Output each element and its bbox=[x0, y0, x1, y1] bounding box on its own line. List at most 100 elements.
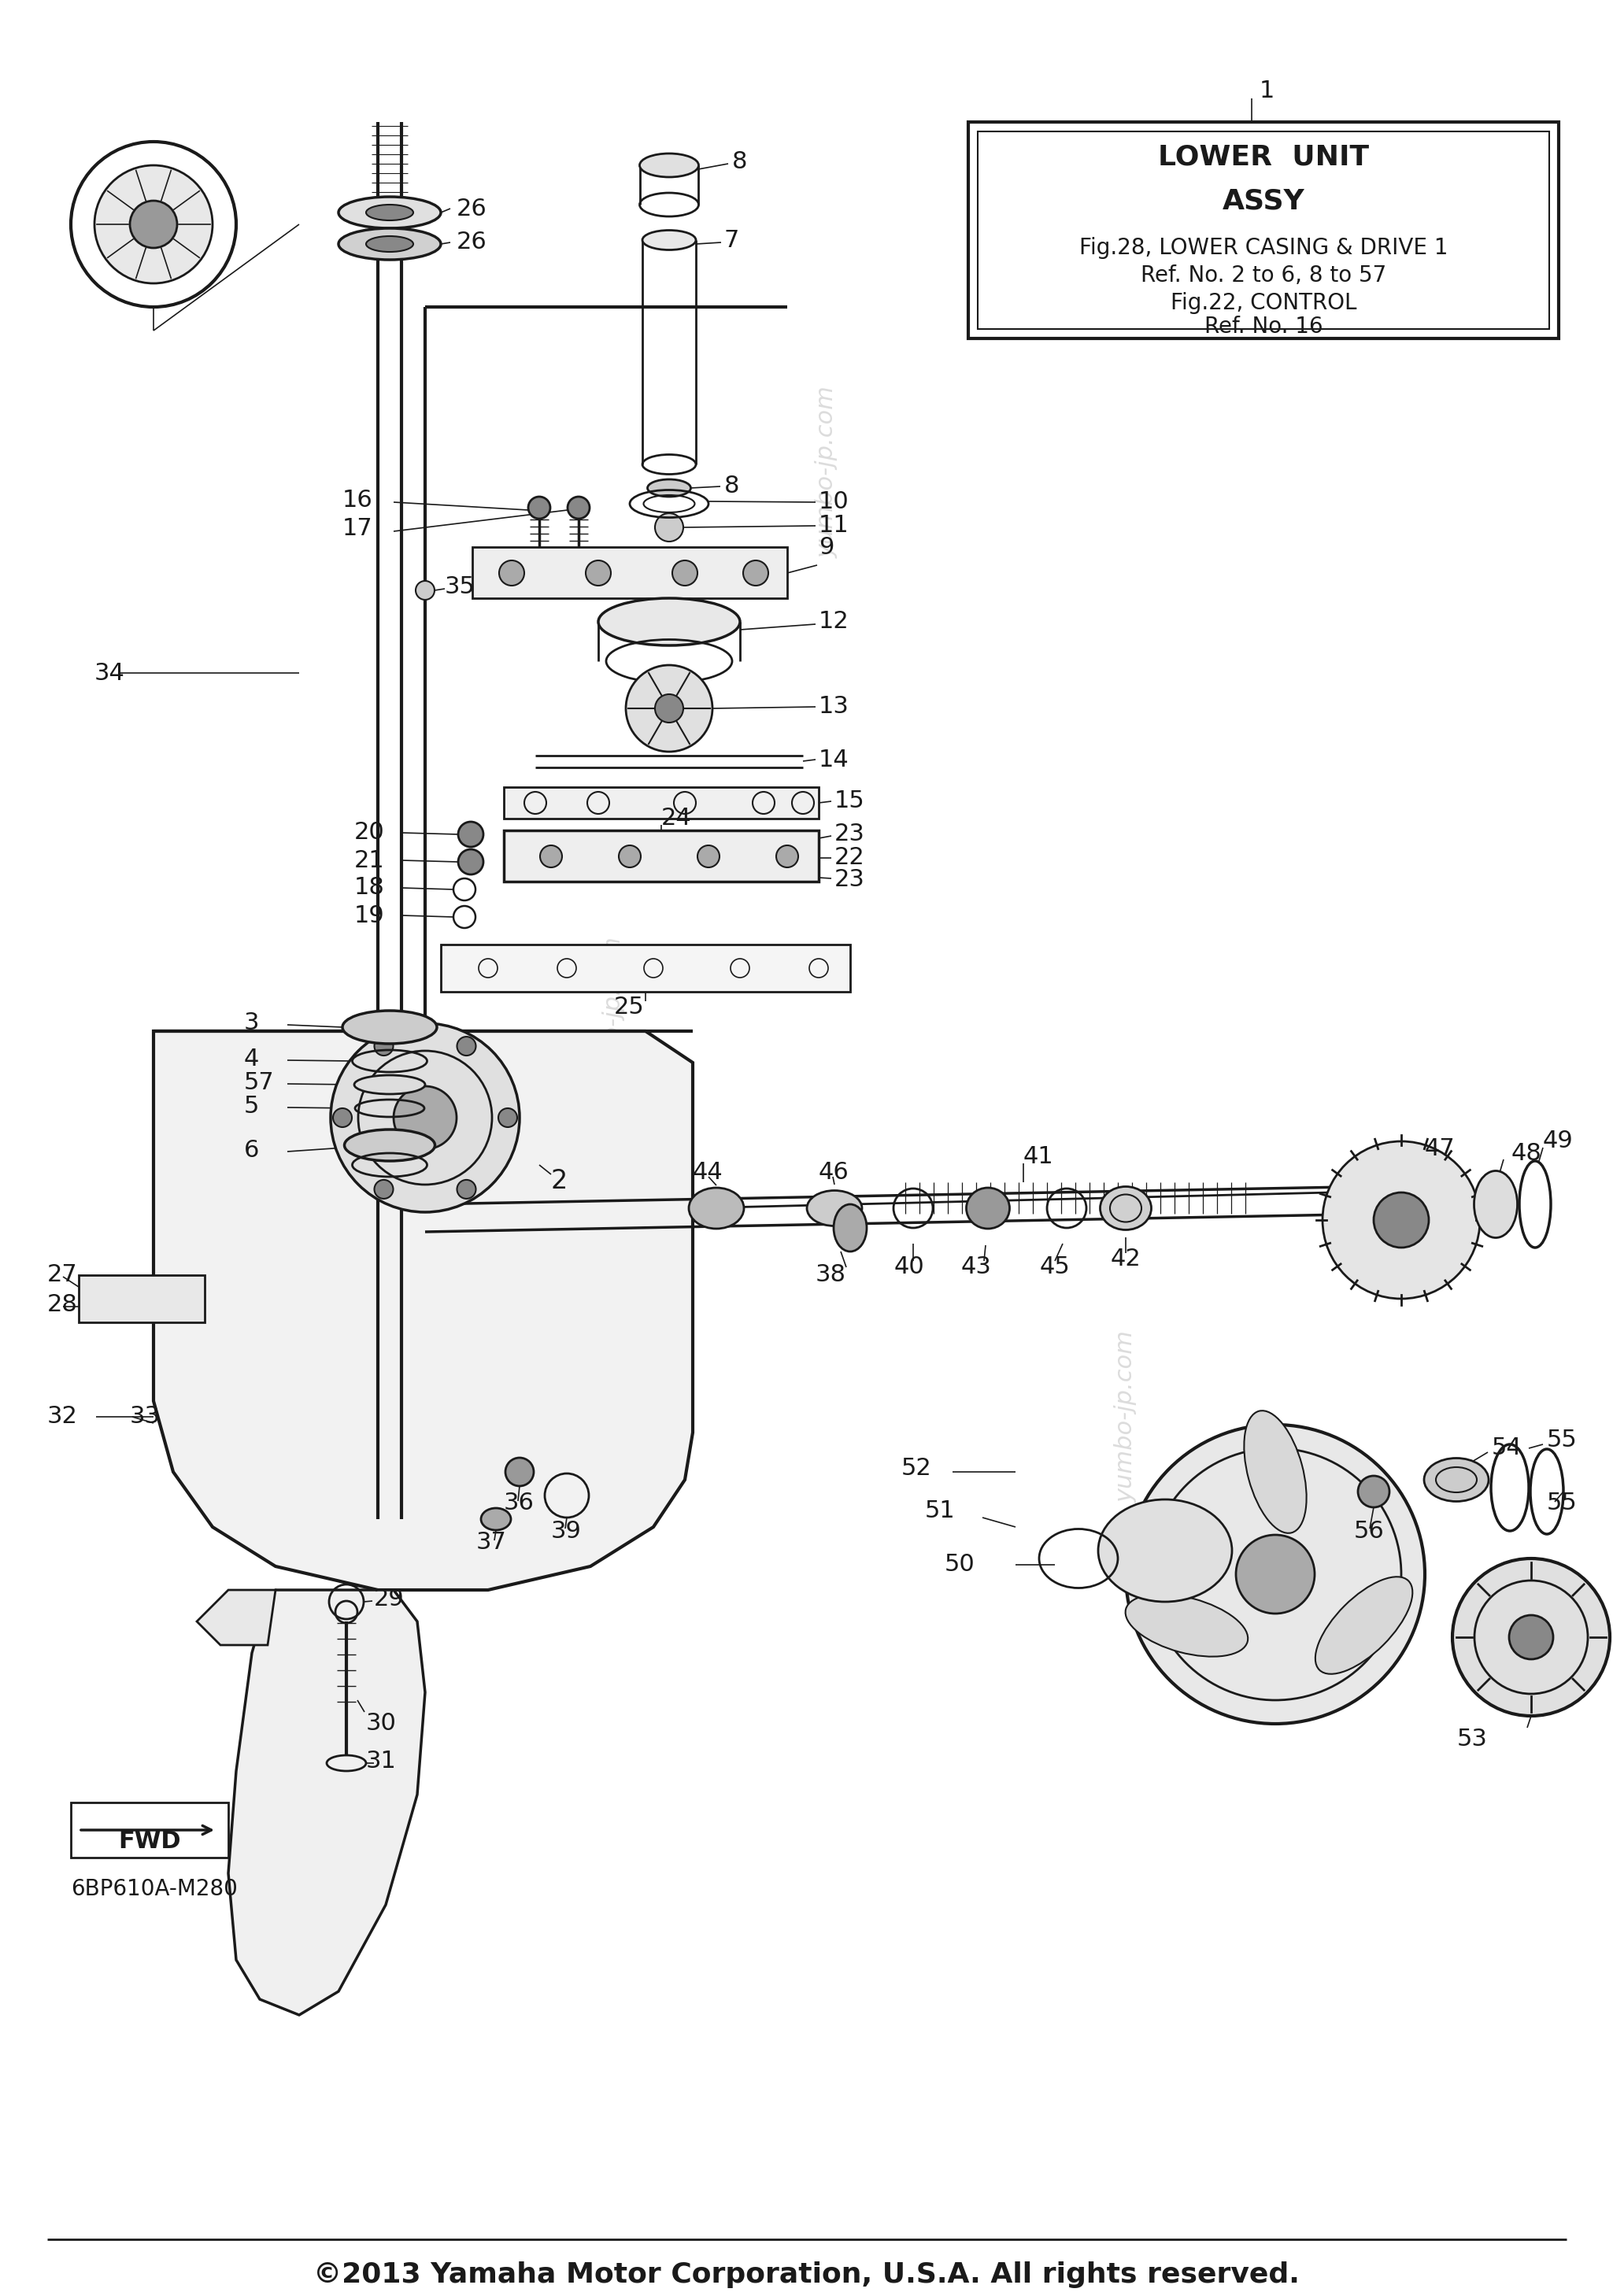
Text: Fig.22, CONTROL: Fig.22, CONTROL bbox=[1171, 292, 1357, 315]
Text: 42: 42 bbox=[1110, 1249, 1140, 1270]
Polygon shape bbox=[229, 1589, 426, 2016]
Polygon shape bbox=[79, 1274, 205, 1322]
Text: 23: 23 bbox=[834, 822, 865, 845]
Circle shape bbox=[331, 1024, 519, 1212]
Ellipse shape bbox=[1474, 1171, 1518, 1238]
Text: LOWER  UNIT: LOWER UNIT bbox=[1158, 145, 1369, 170]
Polygon shape bbox=[473, 546, 787, 599]
Text: 35: 35 bbox=[445, 574, 476, 597]
Circle shape bbox=[394, 1086, 456, 1150]
Ellipse shape bbox=[366, 204, 413, 220]
Circle shape bbox=[697, 845, 719, 868]
Ellipse shape bbox=[1100, 1187, 1152, 1231]
Text: 20: 20 bbox=[355, 822, 386, 845]
Text: Ref. No. 16: Ref. No. 16 bbox=[1205, 315, 1323, 338]
Text: 3: 3 bbox=[244, 1013, 260, 1035]
Ellipse shape bbox=[642, 230, 695, 250]
Circle shape bbox=[498, 1109, 518, 1127]
Text: 54: 54 bbox=[1492, 1437, 1523, 1460]
Ellipse shape bbox=[1236, 1534, 1315, 1614]
Text: yumbo-jp.com: yumbo-jp.com bbox=[815, 386, 839, 558]
Circle shape bbox=[540, 845, 561, 868]
Text: 6BP610A-M280: 6BP610A-M280 bbox=[71, 1878, 237, 1901]
Text: 22: 22 bbox=[834, 847, 865, 870]
Text: 44: 44 bbox=[692, 1162, 723, 1185]
Text: 16: 16 bbox=[342, 489, 373, 512]
Text: 53: 53 bbox=[1457, 1729, 1487, 1752]
Text: 15: 15 bbox=[834, 790, 865, 813]
Text: 24: 24 bbox=[661, 808, 692, 831]
Circle shape bbox=[458, 822, 484, 847]
Polygon shape bbox=[503, 788, 819, 820]
Ellipse shape bbox=[966, 1187, 1010, 1228]
Text: 46: 46 bbox=[819, 1162, 848, 1185]
Text: 48: 48 bbox=[1511, 1141, 1542, 1164]
Ellipse shape bbox=[647, 480, 690, 496]
FancyBboxPatch shape bbox=[968, 122, 1558, 338]
Circle shape bbox=[456, 1038, 476, 1056]
Circle shape bbox=[673, 560, 697, 585]
Ellipse shape bbox=[1244, 1410, 1307, 1534]
Ellipse shape bbox=[1315, 1577, 1413, 1674]
Text: yumbo-jp.com: yumbo-jp.com bbox=[1115, 1332, 1137, 1504]
Ellipse shape bbox=[366, 236, 413, 253]
Text: 7: 7 bbox=[724, 230, 739, 253]
Text: 38: 38 bbox=[815, 1263, 845, 1286]
Circle shape bbox=[505, 1458, 534, 1486]
Text: 56: 56 bbox=[1353, 1520, 1384, 1543]
Text: 19: 19 bbox=[355, 905, 386, 928]
Circle shape bbox=[416, 581, 434, 599]
Text: 37: 37 bbox=[476, 1531, 506, 1554]
Circle shape bbox=[776, 845, 798, 868]
Text: 12: 12 bbox=[819, 611, 848, 634]
Text: 47: 47 bbox=[1424, 1139, 1455, 1159]
Text: 39: 39 bbox=[552, 1520, 582, 1543]
Circle shape bbox=[1452, 1559, 1610, 1715]
Ellipse shape bbox=[834, 1205, 866, 1251]
Polygon shape bbox=[503, 831, 819, 882]
Circle shape bbox=[568, 496, 590, 519]
Text: 50: 50 bbox=[945, 1554, 976, 1575]
Circle shape bbox=[626, 666, 713, 751]
Ellipse shape bbox=[1098, 1499, 1232, 1603]
Ellipse shape bbox=[1424, 1458, 1489, 1502]
Ellipse shape bbox=[689, 1187, 744, 1228]
Circle shape bbox=[655, 693, 684, 723]
Ellipse shape bbox=[1126, 1426, 1424, 1724]
Text: yumbo-jp.com: yumbo-jp.com bbox=[603, 937, 626, 1109]
Text: 5: 5 bbox=[244, 1095, 260, 1118]
Text: 27: 27 bbox=[47, 1263, 77, 1286]
Circle shape bbox=[1358, 1476, 1389, 1506]
FancyBboxPatch shape bbox=[977, 131, 1548, 328]
Circle shape bbox=[1510, 1614, 1553, 1660]
Text: 43: 43 bbox=[961, 1256, 992, 1279]
Circle shape bbox=[131, 200, 177, 248]
Ellipse shape bbox=[345, 1130, 436, 1162]
Circle shape bbox=[527, 496, 550, 519]
Polygon shape bbox=[153, 1031, 692, 1589]
Text: Ref. No. 2 to 6, 8 to 57: Ref. No. 2 to 6, 8 to 57 bbox=[1140, 264, 1387, 287]
Text: 33: 33 bbox=[131, 1405, 161, 1428]
FancyBboxPatch shape bbox=[71, 1802, 229, 1857]
Circle shape bbox=[1374, 1192, 1429, 1247]
Text: 29: 29 bbox=[374, 1589, 405, 1612]
Text: 23: 23 bbox=[834, 868, 865, 891]
Ellipse shape bbox=[355, 1075, 426, 1095]
Text: 40: 40 bbox=[894, 1256, 924, 1279]
Text: ©2013 Yamaha Motor Corporation, U.S.A. All rights reserved.: ©2013 Yamaha Motor Corporation, U.S.A. A… bbox=[313, 2262, 1298, 2289]
Circle shape bbox=[458, 850, 484, 875]
Text: 26: 26 bbox=[456, 197, 487, 220]
Ellipse shape bbox=[342, 1010, 437, 1045]
Text: 8: 8 bbox=[732, 149, 747, 172]
Circle shape bbox=[456, 1180, 476, 1199]
Ellipse shape bbox=[640, 154, 698, 177]
Text: 6: 6 bbox=[244, 1139, 260, 1162]
Circle shape bbox=[374, 1180, 394, 1199]
Text: 41: 41 bbox=[1023, 1146, 1053, 1169]
Text: 25: 25 bbox=[615, 996, 645, 1019]
Circle shape bbox=[374, 1038, 394, 1056]
Text: 34: 34 bbox=[95, 661, 126, 684]
Text: 11: 11 bbox=[819, 514, 848, 537]
Text: ASSY: ASSY bbox=[1223, 188, 1305, 214]
Circle shape bbox=[95, 165, 213, 282]
